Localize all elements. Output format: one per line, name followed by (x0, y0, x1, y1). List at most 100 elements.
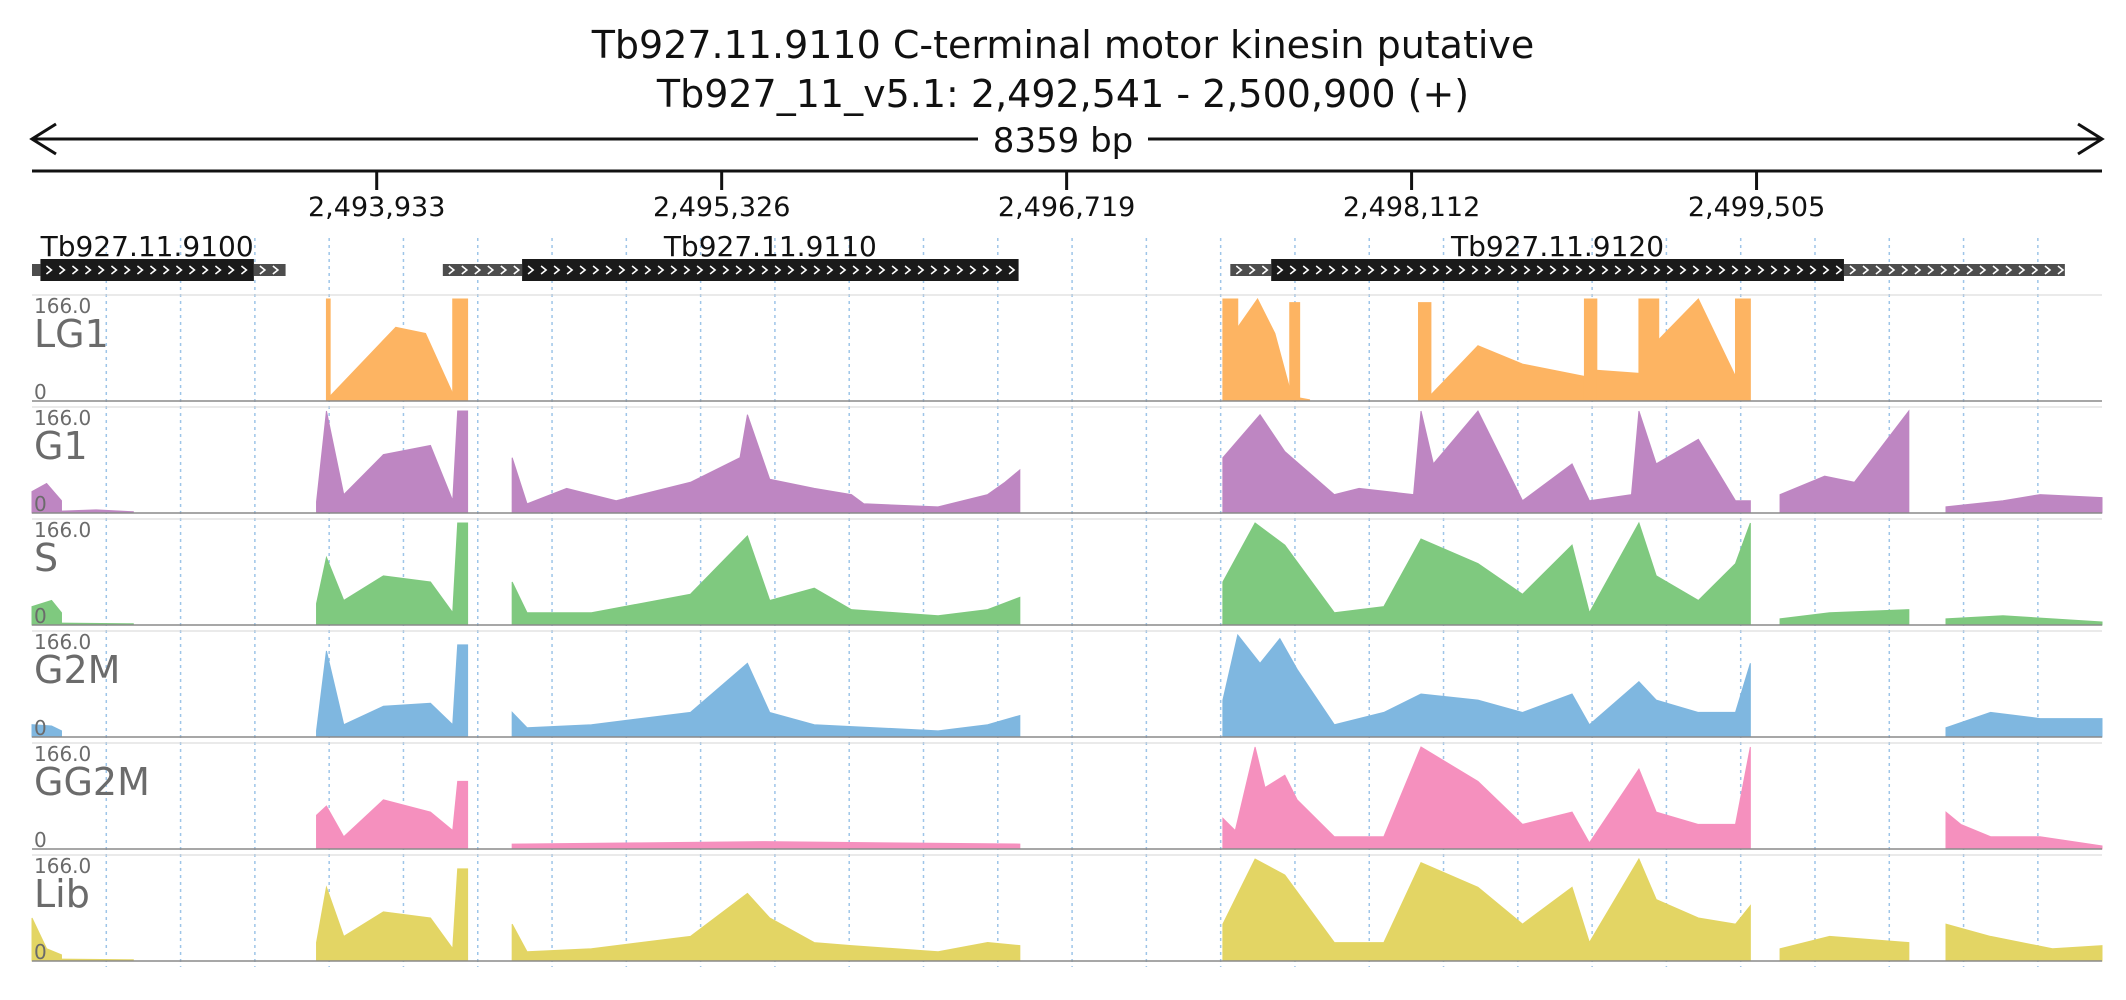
span-label: 8359 bp (993, 121, 1134, 161)
strand-chevron (1796, 265, 1804, 275)
gene-utr (1843, 264, 2065, 276)
track-ymax-label: 166.0 (34, 518, 91, 542)
coverage-area (1945, 615, 2103, 626)
coverage-area (1945, 923, 2103, 962)
strand-chevron (839, 265, 847, 275)
strand-chevron (2057, 265, 2065, 275)
strand-chevron (553, 265, 561, 275)
coverage-area (1779, 609, 1910, 626)
coverage-area (1945, 494, 2103, 514)
coverage-area (1596, 369, 1640, 402)
span-label-background (978, 120, 1148, 158)
track-ymax-label: 166.0 (34, 294, 91, 318)
strand-chevron (1484, 265, 1492, 275)
coverage-area (1222, 857, 1751, 962)
strand-chevron (631, 265, 639, 275)
strand-chevron (1523, 265, 1531, 275)
strand-chevron (1341, 265, 1349, 275)
track-name: G1 (34, 424, 88, 468)
coverage-area (1945, 811, 2103, 850)
strand-chevron (136, 265, 144, 275)
coverage-area (1222, 633, 1751, 738)
strand-chevron (240, 265, 248, 275)
strand-chevron (878, 265, 886, 275)
strand-chevron (1940, 265, 1948, 275)
strand-chevron (891, 265, 899, 275)
strand-chevron (1862, 265, 1870, 275)
strand-chevron (1966, 265, 1974, 275)
coverage-area (511, 414, 1021, 514)
coverage-track: 166.0S 0 (31, 518, 2103, 628)
strand-chevron (1315, 265, 1323, 275)
track-ymin-label: 0 (34, 604, 47, 628)
strand-chevron (1914, 265, 1922, 275)
strand-chevron (1248, 265, 1256, 275)
strand-chevron (1666, 265, 1674, 275)
track-ymax-label: 166.0 (34, 630, 91, 654)
strand-chevron (1601, 265, 1609, 275)
coverage-area (1779, 409, 1910, 514)
strand-chevron (84, 265, 92, 275)
gene-feature: Tb927.11.9120 (1230, 230, 2065, 281)
track-ymin-label: 0 (34, 940, 47, 964)
strand-chevron (175, 265, 183, 275)
strand-chevron (1627, 265, 1635, 275)
strand-chevron (917, 265, 925, 275)
gene-cds (1271, 259, 1844, 281)
strand-chevron (461, 265, 469, 275)
strand-chevron (487, 265, 495, 275)
span-arrow: 8359 bp (29, 120, 2105, 161)
track-ymax-label: 166.0 (34, 742, 91, 766)
strand-chevron (1757, 265, 1765, 275)
track-ymax-label: 166.0 (34, 406, 91, 430)
axis-ticks: 2,493,933 2,495,326 2,496,719 2,498,112 2,49… (308, 171, 1825, 223)
coverage-area (316, 868, 469, 962)
strand-chevron (527, 265, 535, 275)
gene-feature: Tb927.11.9100 (32, 230, 286, 281)
strand-chevron (1302, 265, 1310, 275)
strand-chevron (826, 265, 834, 275)
strand-chevron (774, 265, 782, 275)
strand-chevron (500, 265, 508, 275)
coverage-tracks: 166.0LG10166.0G10166.0S0166.0G2M0166.0GG… (31, 294, 2103, 964)
tick-label: 2,495,326 (653, 192, 790, 223)
strand-chevron (722, 265, 730, 275)
coverage-area (1418, 302, 1432, 402)
strand-chevron (474, 265, 482, 275)
strand-chevron (1822, 265, 1830, 275)
strand-chevron (259, 265, 267, 275)
strand-chevron (227, 265, 235, 275)
gene-cds (40, 259, 254, 281)
strand-chevron (969, 265, 977, 275)
gene-label: Tb927.11.9110 (663, 230, 877, 263)
coverage-area (325, 298, 331, 402)
track-ymin-label: 0 (34, 380, 47, 404)
strand-chevron (670, 265, 678, 275)
coverage-area (1430, 345, 1585, 402)
strand-chevron (657, 265, 665, 275)
strand-chevron (865, 265, 873, 275)
gene-feature: Tb927.11.9110 (442, 230, 1019, 281)
strand-chevron (1276, 265, 1284, 275)
strand-chevron (1328, 265, 1336, 275)
tick-label: 2,498,112 (1343, 192, 1480, 223)
track-ymin-label: 0 (34, 828, 47, 852)
coverage-area (1237, 298, 1291, 402)
coverage-area (511, 534, 1021, 626)
strand-chevron (761, 265, 769, 275)
strand-chevron (123, 265, 131, 275)
coverage-area (316, 780, 469, 850)
coverage-area (1735, 298, 1751, 402)
coverage-area (316, 522, 469, 626)
coverage-area (1289, 302, 1301, 402)
strand-chevron (1261, 265, 1269, 275)
coverage-area (1222, 410, 1751, 514)
strand-chevron (852, 265, 860, 275)
strand-chevron (448, 265, 456, 275)
coverage-track: 166.0G1 0 (31, 406, 2103, 516)
strand-chevron (1380, 265, 1388, 275)
tick-label: 2,499,505 (1688, 192, 1825, 223)
strand-chevron (1692, 265, 1700, 275)
strand-chevron (188, 265, 196, 275)
strand-chevron (618, 265, 626, 275)
